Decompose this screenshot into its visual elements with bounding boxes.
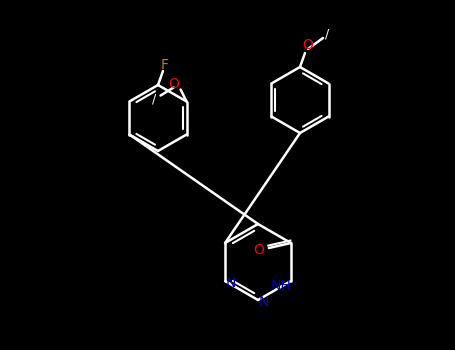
Text: /: /	[325, 28, 329, 41]
Text: /: /	[152, 92, 157, 105]
Text: N: N	[259, 295, 269, 309]
Text: F: F	[161, 58, 169, 72]
Text: O: O	[253, 243, 264, 257]
Text: O: O	[303, 38, 313, 52]
Text: NH: NH	[271, 279, 291, 293]
Text: O: O	[168, 77, 179, 91]
Text: N: N	[226, 276, 236, 290]
